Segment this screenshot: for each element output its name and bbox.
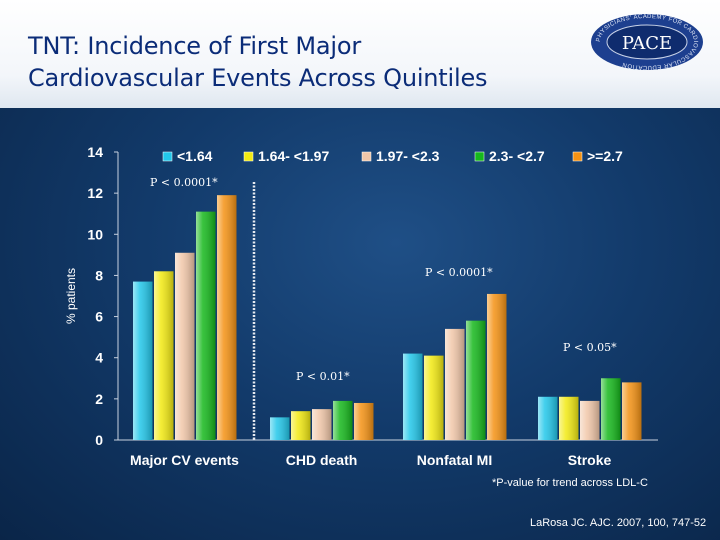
x-category-label: Nonfatal MI xyxy=(417,452,492,468)
slide-title-line-2: Cardiovascular Events Across Quintiles xyxy=(28,64,488,92)
p-value-annotation: P < 0.0001* xyxy=(425,266,493,279)
bar-shine xyxy=(133,281,153,440)
bar-shine xyxy=(354,402,374,440)
legend-label: 2.3- <2.7 xyxy=(489,148,545,164)
bar-shine xyxy=(601,378,621,440)
y-tick-label: 14 xyxy=(87,144,103,160)
p-value-annotation: P < 0.05* xyxy=(563,341,617,354)
bar-shine xyxy=(291,411,311,440)
legend-swatch xyxy=(572,151,583,162)
y-tick-label: 0 xyxy=(95,432,103,448)
legend-swatch xyxy=(162,151,173,162)
bar-shine xyxy=(466,320,486,440)
y-tick-label: 12 xyxy=(87,185,103,201)
p-value-annotation: P < 0.01* xyxy=(296,370,350,383)
y-axis-label: % patients xyxy=(64,268,78,324)
x-category-label: Major CV events xyxy=(130,452,239,468)
bar-shine xyxy=(217,195,237,440)
bar-shine xyxy=(333,400,353,440)
logo-text: PACE xyxy=(622,33,672,54)
bar-shine xyxy=(175,252,195,440)
legend-label: 1.64- <1.97 xyxy=(258,148,329,164)
y-tick-label: 2 xyxy=(95,391,103,407)
y-tick-label: 6 xyxy=(95,309,103,325)
x-category-label: CHD death xyxy=(286,452,358,468)
annotations: P < 0.0001* P < 0.01* P < 0.0001* P < 0.05* xyxy=(150,176,617,383)
pace-logo: PHYSICIANS' ACADEMY FOR CARDIOVASCULAR E… xyxy=(591,14,703,70)
footnote: *P-value for trend across LDL-C xyxy=(492,477,648,489)
bar-shine xyxy=(487,293,507,440)
legend-label: <1.64 xyxy=(177,148,213,164)
legend-swatch xyxy=(361,151,372,162)
bar-shine xyxy=(580,400,600,440)
y-tick-label: 8 xyxy=(95,267,103,283)
bar-shine xyxy=(403,353,423,440)
legend-label: >=2.7 xyxy=(587,148,623,164)
legend-swatch xyxy=(243,151,254,162)
p-value-annotation: P < 0.0001* xyxy=(150,176,218,189)
citation: LaRosa JC. AJC. 2007, 100, 747-52 xyxy=(530,517,707,529)
legend: <1.64 1.64- <1.97 1.97- <2.3 2.3- <2.7 >=2.7 xyxy=(162,148,623,164)
bar-shine xyxy=(622,382,642,440)
bar-shine xyxy=(312,409,332,440)
bar-shine xyxy=(270,417,290,440)
x-category-label: Stroke xyxy=(568,452,612,468)
legend-swatch xyxy=(474,151,485,162)
slide-title: TNT: Incidence of First Major Cardiovasc… xyxy=(28,30,568,94)
bar-shine xyxy=(424,355,444,440)
legend-label: 1.97- <2.3 xyxy=(376,148,440,164)
y-tick-label: 10 xyxy=(87,226,103,242)
y-tick-label: 4 xyxy=(95,350,103,366)
bar-shine xyxy=(559,396,579,440)
bar-shine xyxy=(154,271,174,440)
bar-shine xyxy=(445,328,465,440)
bars xyxy=(133,195,642,440)
bar-shine xyxy=(538,396,558,440)
bar-shine xyxy=(196,211,216,440)
slide-title-line-1: TNT: Incidence of First Major xyxy=(28,32,362,60)
